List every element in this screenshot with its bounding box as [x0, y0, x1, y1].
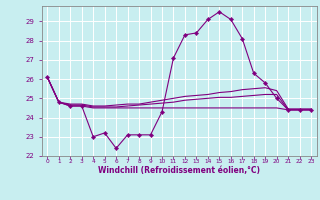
- X-axis label: Windchill (Refroidissement éolien,°C): Windchill (Refroidissement éolien,°C): [98, 166, 260, 175]
